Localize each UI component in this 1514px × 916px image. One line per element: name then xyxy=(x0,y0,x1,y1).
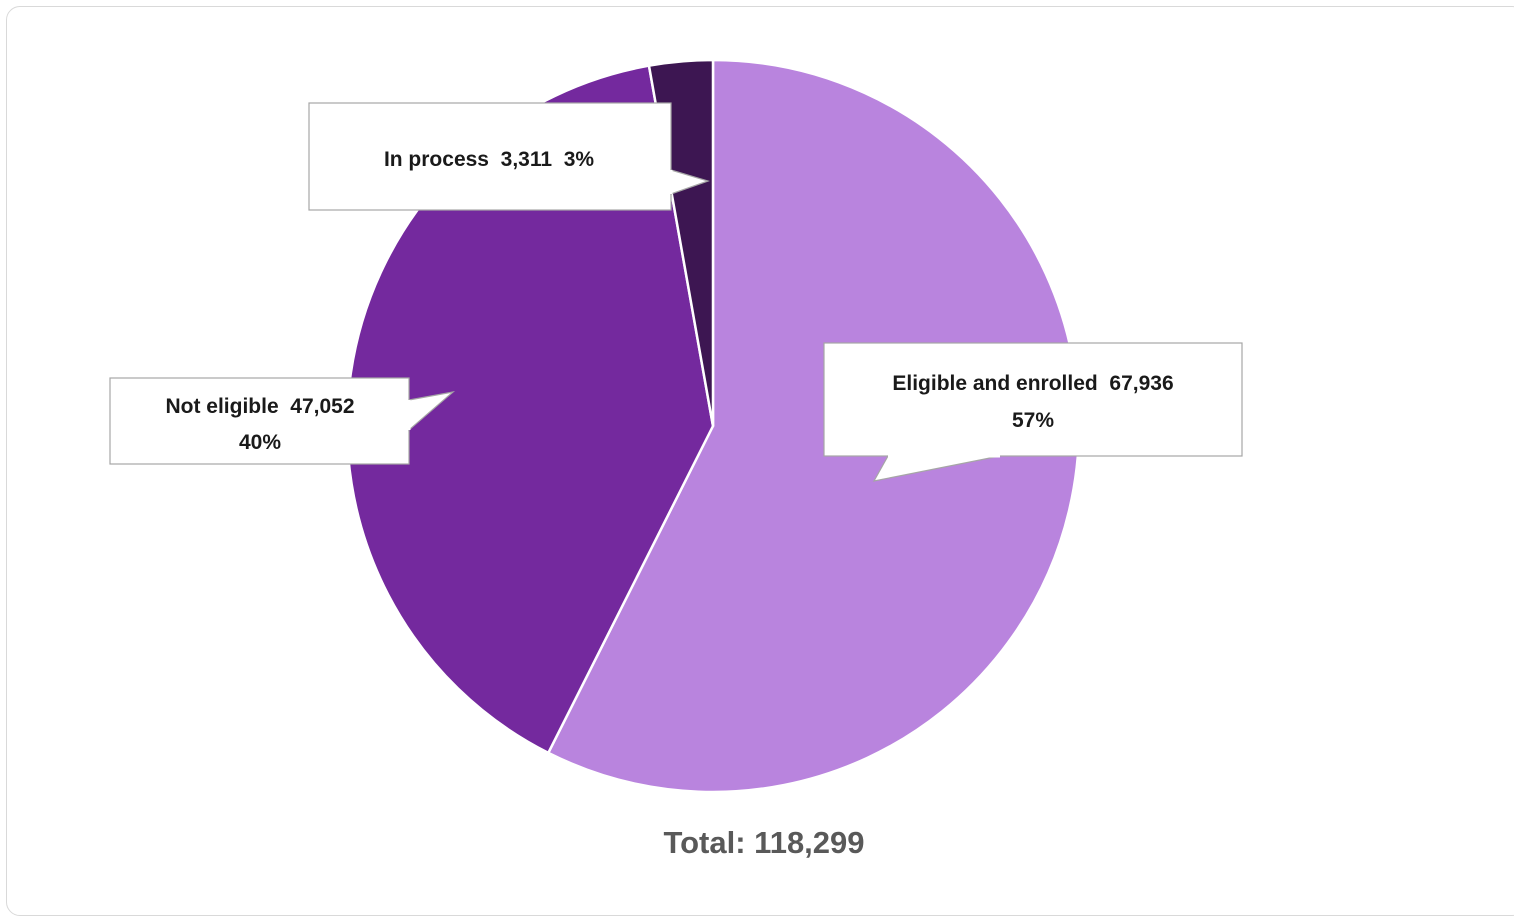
pie-slice-eligible-and-enrolled xyxy=(547,58,1081,794)
callout-box xyxy=(109,377,410,465)
callout-eligible-and-enrolled: Eligible and enrolled 67,936 57% xyxy=(823,342,1243,482)
data-label-percent: 57% xyxy=(1012,409,1054,432)
data-label-percent: 40% xyxy=(239,431,281,454)
data-label-category-value: Not eligible 47,052 xyxy=(165,395,354,418)
callout-box xyxy=(308,102,672,211)
pie-slices xyxy=(345,58,1081,794)
total-label: Total: 118,299 xyxy=(663,825,864,860)
callout-not-eligible: Not eligible 47,052 40% xyxy=(109,377,456,465)
data-label-category-value: Eligible and enrolled 67,936 xyxy=(892,372,1173,395)
callout-in-process: In process 3,311 3% xyxy=(308,102,710,211)
callout-box xyxy=(823,342,1243,457)
data-label-callouts: Eligible and enrolled 67,936 57% Not eligi… xyxy=(109,102,1243,482)
data-label-full: In process 3,311 3% xyxy=(384,148,594,171)
